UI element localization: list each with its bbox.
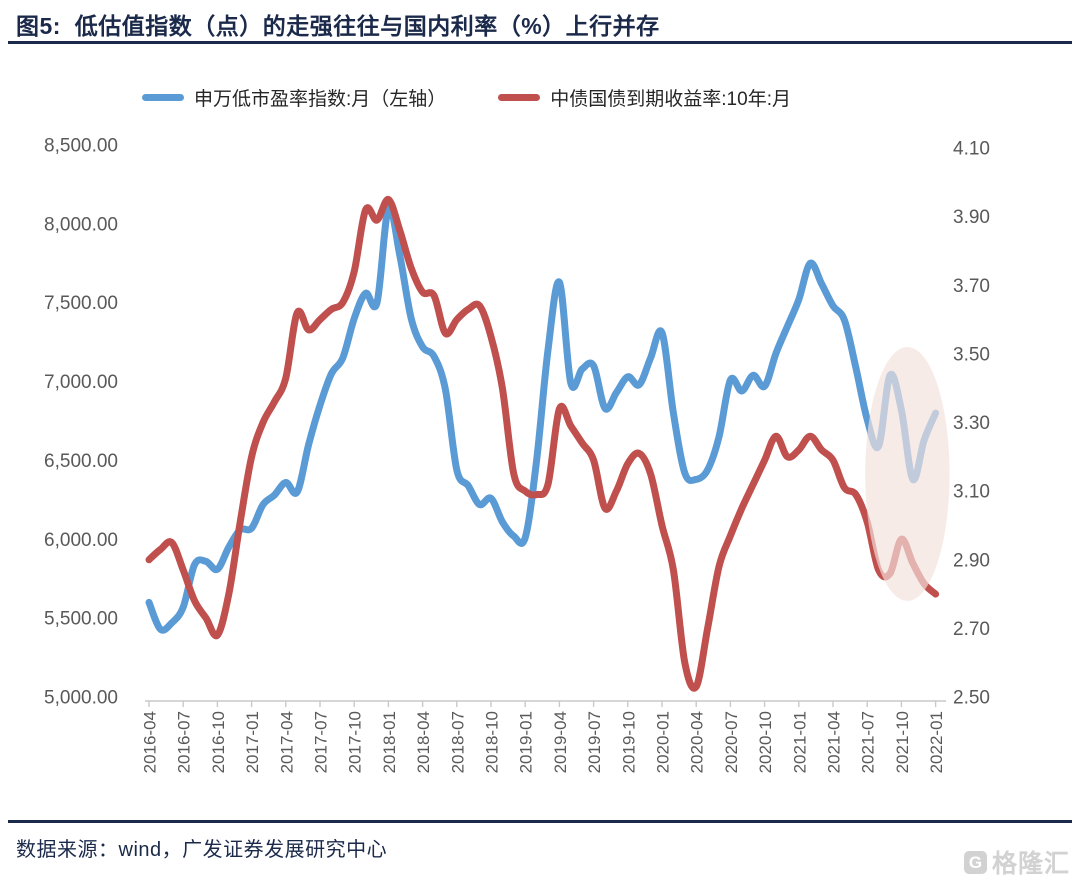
data-source-note: 数据来源：wind，广发证券发展研究中心 [16, 839, 388, 861]
svg-text:2020-10: 2020-10 [756, 711, 775, 773]
svg-text:2019-01: 2019-01 [517, 711, 536, 773]
svg-text:2016-10: 2016-10 [209, 711, 228, 773]
svg-text:2017-04: 2017-04 [277, 711, 296, 773]
svg-text:2021-01: 2021-01 [790, 711, 809, 773]
svg-text:6,500.00: 6,500.00 [44, 451, 118, 472]
svg-text:3.10: 3.10 [953, 482, 990, 503]
svg-text:2018-10: 2018-10 [483, 711, 502, 773]
svg-text:3.90: 3.90 [953, 207, 990, 228]
svg-text:8,000.00: 8,000.00 [44, 214, 118, 235]
svg-text:2017-10: 2017-10 [346, 711, 365, 773]
svg-text:2022-01: 2022-01 [927, 711, 946, 773]
svg-text:3.30: 3.30 [953, 413, 990, 434]
legend: 申万低市盈率指数:月（左轴） 中债国债到期收益率:10年:月 [142, 84, 791, 111]
svg-text:2016-07: 2016-07 [175, 711, 194, 773]
svg-text:2019-07: 2019-07 [585, 711, 604, 773]
legend-label-index: 申万低市盈率指数:月（左轴） [194, 89, 447, 110]
svg-text:2017-07: 2017-07 [312, 711, 331, 773]
svg-text:5,000.00: 5,000.00 [44, 688, 118, 709]
watermark: G 格隆汇 [963, 844, 1070, 880]
svg-text:2017-01: 2017-01 [243, 711, 262, 773]
svg-text:2.50: 2.50 [953, 688, 990, 709]
svg-text:2018-04: 2018-04 [414, 711, 433, 773]
svg-text:2016-04: 2016-04 [141, 711, 160, 773]
svg-text:7,000.00: 7,000.00 [44, 372, 118, 393]
svg-text:7,500.00: 7,500.00 [44, 293, 118, 314]
svg-text:8,500.00: 8,500.00 [44, 136, 118, 157]
svg-text:4.10: 4.10 [953, 139, 990, 160]
svg-text:2021-10: 2021-10 [893, 711, 912, 773]
svg-text:2.70: 2.70 [953, 619, 990, 640]
svg-text:2021-04: 2021-04 [825, 711, 844, 773]
svg-text:5,500.00: 5,500.00 [44, 609, 118, 630]
svg-text:6,000.00: 6,000.00 [44, 530, 118, 551]
svg-text:3.50: 3.50 [953, 344, 990, 365]
legend-item-index: 申万低市盈率指数:月（左轴） [142, 84, 446, 111]
svg-text:2.90: 2.90 [953, 550, 990, 571]
page-title: 图5: 低估值指数（点）的走强往往与国内利率（%）上行并存 [16, 13, 660, 39]
legend-item-yield: 中债国债到期收益率:10年:月 [498, 84, 791, 111]
blue-line-swatch-icon [142, 94, 184, 101]
watermark-text: 格隆汇 [991, 850, 1070, 878]
svg-text:2018-07: 2018-07 [448, 711, 467, 773]
svg-text:2021-07: 2021-07 [859, 711, 878, 773]
svg-text:3.70: 3.70 [953, 276, 990, 297]
svg-text:2019-04: 2019-04 [551, 711, 570, 773]
title-divider [8, 41, 1072, 44]
svg-text:2020-04: 2020-04 [688, 711, 707, 773]
svg-text:2019-10: 2019-10 [619, 711, 638, 773]
svg-text:2020-07: 2020-07 [722, 711, 741, 773]
svg-text:2018-01: 2018-01 [380, 711, 399, 773]
svg-text:2020-01: 2020-01 [654, 711, 673, 773]
legend-label-yield: 中债国债到期收益率:10年:月 [550, 89, 791, 110]
footer-divider [8, 820, 1072, 823]
red-line-swatch-icon [498, 94, 541, 101]
gelonghui-logo-icon: G [963, 850, 987, 874]
